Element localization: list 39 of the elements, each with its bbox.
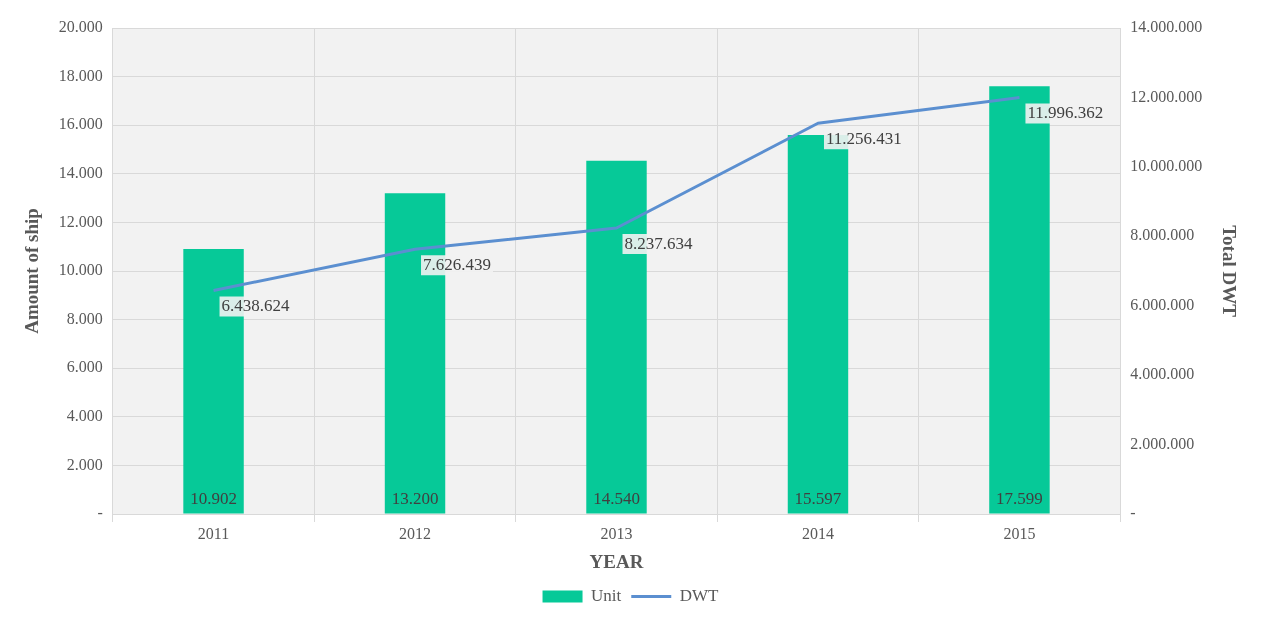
data-label: 6.438.624 — [221, 295, 291, 315]
y-tick-label: 6.000 — [66, 358, 103, 376]
y2-tick-label: 2.000.000 — [1130, 434, 1195, 452]
x-tick-label: 2014 — [801, 524, 834, 542]
y-tick-label: 16.000 — [58, 115, 103, 133]
y-tick-label: 12.000 — [58, 212, 103, 230]
data-label: 11.256.431 — [825, 128, 902, 148]
y2-tick-label: 12.000.000 — [1130, 87, 1203, 105]
y2-tick-label: 6.000.000 — [1130, 295, 1195, 313]
y-tick-label: - — [97, 504, 103, 522]
y2-tick-label: - — [1130, 504, 1136, 522]
y-tick-label: 14.000 — [58, 164, 103, 181]
data-label: 15.597 — [794, 488, 842, 508]
data-label: 11.996.362 — [1027, 103, 1104, 123]
x-tick-label: 2012 — [399, 524, 432, 542]
data-label: 17.599 — [996, 488, 1043, 508]
y-axis-title: Amount of ship — [21, 208, 43, 334]
y2-tick-label: 4.000.000 — [1130, 365, 1195, 383]
legend-label: DWT — [679, 585, 720, 605]
x-tick-label: 2013 — [600, 524, 633, 542]
y2-axis-title: Total DWT — [1218, 225, 1240, 318]
data-label: 8.237.634 — [624, 233, 693, 253]
data-label: 14.540 — [593, 488, 640, 508]
x-axis-title: YEAR — [589, 550, 644, 572]
y2-tick-label: 14.000.000 — [1130, 18, 1203, 36]
y2-tick-label: 8.000.000 — [1130, 226, 1195, 244]
data-label: 13.200 — [391, 488, 439, 508]
y2-tick-label: 10.000.000 — [1130, 157, 1203, 175]
x-tick-label: 2015 — [1003, 524, 1036, 542]
y-tick-label: 10.000 — [58, 261, 103, 279]
y-tick-label: 4.000 — [66, 407, 103, 424]
y-tick-label: 20.000 — [58, 18, 103, 36]
data-label: 10.902 — [190, 488, 237, 508]
data-label: 7.626.439 — [423, 254, 492, 274]
legend-label: Unit — [591, 585, 622, 605]
y-tick-label: 8.000 — [66, 309, 103, 327]
x-tick-label: 2011 — [197, 524, 230, 542]
y-tick-label: 2.000 — [66, 455, 103, 473]
y-tick-label: 18.000 — [58, 66, 103, 84]
